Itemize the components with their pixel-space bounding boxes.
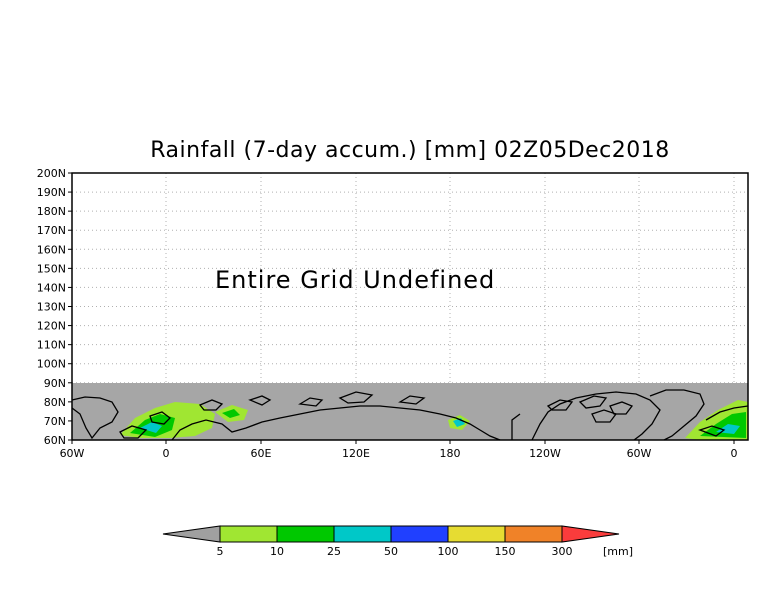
legend-label: 25 — [327, 545, 341, 558]
legend-swatch — [162, 525, 221, 543]
y-tick-label: 140N — [37, 281, 66, 294]
y-axis-ticks: 60N 70N 80N 90N 100N 110N 120N 130N 140N 150N 160N… — [37, 167, 72, 447]
y-tick-label: 150N — [37, 262, 66, 275]
legend-label: 50 — [384, 545, 398, 558]
legend-label: 100 — [438, 545, 459, 558]
y-tick-label: 60N — [44, 434, 66, 447]
x-tick-label: 120W — [529, 447, 561, 460]
chart-title: Rainfall (7-day accum.) [mm] 02Z05Dec201… — [150, 138, 670, 163]
legend-swatch — [447, 525, 506, 543]
x-axis-ticks: 60W 0 60E 120E 180 120W 60W 0 — [60, 440, 738, 460]
legend-unit: [mm] — [603, 545, 633, 558]
y-tick-label: 200N — [37, 167, 66, 180]
color-legend: 5 10 25 50 100 150 300 [mm] — [162, 525, 633, 558]
legend-swatch — [390, 525, 449, 543]
x-tick-label: 180 — [440, 447, 461, 460]
y-tick-label: 170N — [37, 224, 66, 237]
x-tick-label: 0 — [163, 447, 170, 460]
legend-label: 300 — [552, 545, 573, 558]
y-tick-label: 70N — [44, 415, 66, 428]
coastlines — [71, 389, 749, 441]
y-tick-label: 90N — [44, 377, 66, 390]
legend-swatch — [219, 525, 278, 543]
y-tick-label: 100N — [37, 358, 66, 371]
y-tick-label: 160N — [37, 243, 66, 256]
legend-label: 5 — [217, 545, 224, 558]
legend-swatch — [504, 525, 563, 543]
x-tick-label: 60W — [60, 447, 85, 460]
x-tick-label: 120E — [342, 447, 370, 460]
legend-swatch — [333, 525, 392, 543]
y-tick-label: 80N — [44, 396, 66, 409]
y-tick-label: 110N — [37, 339, 66, 352]
y-tick-label: 130N — [37, 301, 66, 314]
legend-swatch — [276, 525, 335, 543]
legend-swatch — [561, 525, 620, 543]
x-tick-label: 60W — [627, 447, 652, 460]
y-tick-label: 180N — [37, 205, 66, 218]
legend-label: 150 — [495, 545, 516, 558]
undefined-message: Entire Grid Undefined — [215, 266, 495, 294]
y-tick-label: 120N — [37, 320, 66, 333]
legend-label: 10 — [270, 545, 284, 558]
x-tick-label: 0 — [731, 447, 738, 460]
y-tick-label: 190N — [37, 186, 66, 199]
x-tick-label: 60E — [251, 447, 272, 460]
